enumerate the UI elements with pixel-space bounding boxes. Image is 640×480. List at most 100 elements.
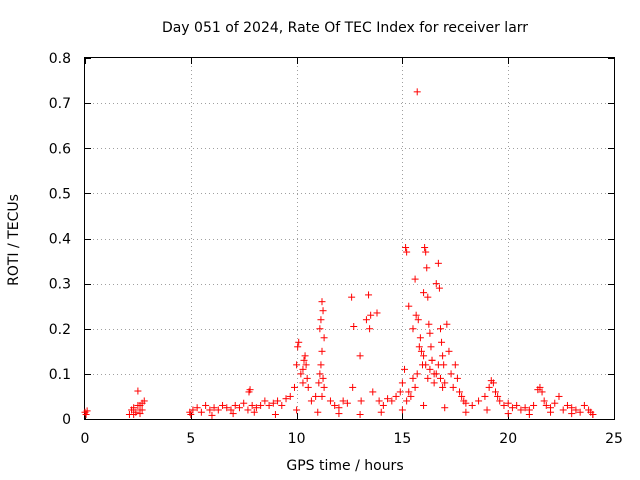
data-point — [392, 392, 400, 400]
data-point — [315, 379, 323, 387]
data-point — [136, 401, 144, 409]
data-point — [424, 293, 432, 301]
data-point — [318, 347, 326, 355]
data-point — [572, 406, 580, 414]
data-point — [462, 408, 470, 416]
data-point — [483, 406, 491, 414]
data-point — [563, 401, 571, 409]
x-tick-label: 0 — [81, 431, 90, 447]
data-point — [314, 408, 322, 416]
x-axis-label: GPS time / hours — [286, 458, 403, 474]
data-point — [568, 410, 576, 418]
data-point — [229, 410, 237, 418]
data-point — [417, 347, 425, 355]
data-point — [375, 397, 383, 405]
data-point — [508, 404, 516, 412]
data-point — [462, 399, 470, 407]
data-point — [485, 383, 493, 391]
data-point — [208, 411, 216, 419]
data-point — [235, 404, 243, 412]
data-point — [300, 356, 308, 364]
data-point — [271, 410, 279, 418]
data-point — [248, 401, 256, 409]
data-point — [432, 370, 440, 378]
data-point — [542, 401, 550, 409]
data-point — [402, 244, 410, 252]
data-point — [130, 410, 138, 418]
data-point — [401, 365, 409, 373]
data-point — [568, 404, 576, 412]
data-point — [316, 325, 324, 333]
y-axis-label: ROTI / TECUs — [6, 194, 22, 286]
data-point — [252, 404, 260, 412]
data-point — [424, 374, 432, 382]
data-point — [293, 406, 301, 414]
y-tick-label: 0.7 — [49, 96, 71, 112]
data-point — [293, 361, 301, 369]
data-point — [580, 401, 588, 409]
data-point — [312, 392, 320, 400]
y-tick-label: 0.8 — [49, 51, 71, 67]
data-point — [409, 374, 417, 382]
data-point — [240, 399, 248, 407]
x-tick-label: 15 — [393, 431, 411, 447]
data-point — [494, 392, 502, 400]
data-point — [449, 383, 457, 391]
data-point — [420, 289, 428, 297]
data-point — [538, 388, 546, 396]
data-point — [555, 392, 563, 400]
data-point — [304, 383, 312, 391]
data-point — [348, 293, 356, 301]
data-point — [435, 284, 443, 292]
data-point — [326, 397, 334, 405]
data-point — [439, 352, 447, 360]
y-tick-label: 0.5 — [49, 186, 71, 202]
data-point — [403, 397, 411, 405]
data-point — [297, 370, 305, 378]
data-point — [398, 406, 406, 414]
data-point — [197, 408, 205, 416]
data-point — [458, 392, 466, 400]
data-point — [331, 401, 339, 409]
data-point — [231, 401, 239, 409]
data-point — [443, 320, 451, 328]
data-point — [416, 334, 424, 342]
data-point — [547, 408, 555, 416]
chart-title: Day 051 of 2024, Rate Of TEC Index for r… — [162, 20, 528, 36]
data-point — [434, 361, 442, 369]
data-point — [320, 334, 328, 342]
data-point — [426, 365, 434, 373]
data-point — [456, 388, 464, 396]
data-point — [343, 399, 351, 407]
data-points — [81, 88, 597, 419]
data-point — [274, 397, 282, 405]
data-point — [589, 410, 597, 418]
data-point — [453, 374, 461, 382]
data-point — [407, 392, 415, 400]
data-point — [447, 370, 455, 378]
data-point — [420, 352, 428, 360]
data-point — [223, 404, 231, 412]
data-point — [319, 374, 327, 382]
plot-frame — [84, 57, 615, 420]
axis-ticks: 0 5 10 15 20 25 0 0.1 0.2 0.3 0.4 0.5 0.6 0.7 0.8 — [49, 51, 623, 447]
data-point — [227, 406, 235, 414]
data-point — [350, 322, 358, 330]
data-point — [261, 397, 269, 405]
data-point — [367, 311, 375, 319]
data-point — [398, 379, 406, 387]
data-point — [422, 361, 430, 369]
data-point — [377, 408, 385, 416]
y-tick-label: 0.4 — [49, 232, 71, 248]
data-point — [436, 325, 444, 333]
data-point — [451, 361, 459, 369]
data-point — [301, 352, 309, 360]
data-point — [138, 406, 146, 414]
data-point — [219, 401, 227, 409]
data-point — [362, 316, 370, 324]
data-point — [318, 298, 326, 306]
data-point — [319, 307, 327, 315]
data-point — [489, 379, 497, 387]
data-point — [320, 383, 328, 391]
